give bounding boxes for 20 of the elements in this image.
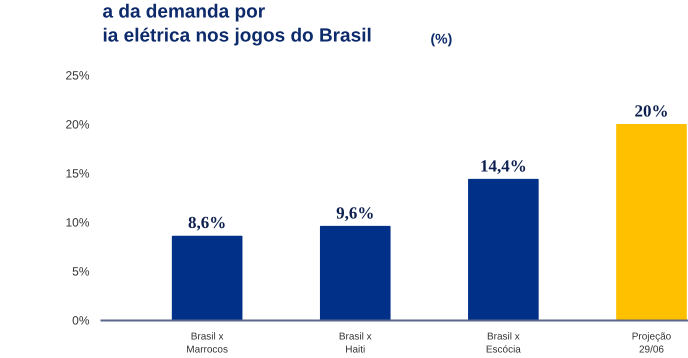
y-tick-label: 5% [72, 264, 90, 278]
x-tick-label: Projeção 29/06 [632, 332, 672, 356]
data-label: 14,4% [480, 156, 527, 176]
bar [320, 226, 391, 320]
y-tick-label: 10% [65, 216, 90, 230]
data-label: 20% [634, 102, 668, 120]
x-tick-label: Brasil x Marrocos [186, 332, 228, 356]
chart-subtitle: (%) [430, 30, 452, 46]
chart-title: a da demanda por ia elétrica nos jogos do Brasil [102, 2, 372, 46]
data-label: 9,6% [336, 203, 374, 222]
data-label: 8,6% [188, 213, 226, 232]
y-tick-label: 25% [65, 68, 90, 82]
y-tick-label: 15% [65, 166, 90, 180]
y-tick-label: 20% [65, 118, 90, 132]
bar [468, 178, 539, 320]
bar [172, 236, 242, 320]
y-tick-label: 0% [72, 314, 90, 328]
x-tick-label: Brasil x Haiti [338, 332, 372, 356]
bar [616, 124, 687, 320]
x-tick-label: Brasil x Escócia [486, 332, 522, 356]
